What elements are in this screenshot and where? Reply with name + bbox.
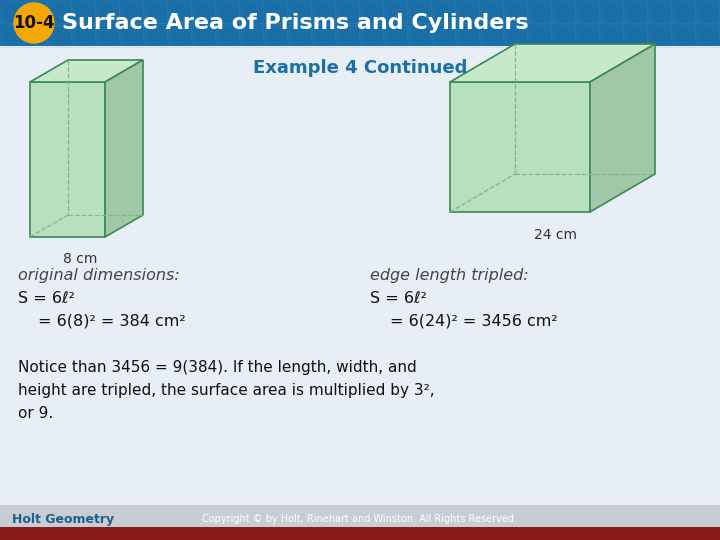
Bar [649,25,671,47]
Text: S = 6ℓ²: S = 6ℓ² [18,291,75,306]
Bar [313,1,335,23]
Bar [49,1,71,23]
Bar [217,25,239,47]
Text: Example 4 Continued: Example 4 Continued [253,59,467,77]
Bar [505,25,527,47]
Bar [1,25,23,47]
Bar [457,1,479,23]
Bar [145,25,167,47]
Polygon shape [30,60,143,82]
Bar [625,25,647,47]
Bar [217,1,239,23]
Polygon shape [30,82,105,237]
Bar [241,1,263,23]
Bar [433,25,455,47]
Bar [601,1,623,23]
Bar [601,25,623,47]
Bar [73,1,95,23]
Bar [673,1,695,23]
Circle shape [14,3,54,43]
Bar [337,25,359,47]
Polygon shape [590,44,655,212]
Text: S = 6ℓ²: S = 6ℓ² [370,291,427,306]
Bar [673,25,695,47]
Bar [289,1,311,23]
Bar [697,1,719,23]
Bar [505,1,527,23]
Bar [289,25,311,47]
Bar [25,25,47,47]
Bar [0,0,720,46]
Bar [97,1,119,23]
Text: original dimensions:: original dimensions: [18,268,180,283]
Text: or 9.: or 9. [18,406,53,421]
Bar [121,1,143,23]
Bar [193,1,215,23]
Bar [529,25,551,47]
Bar [481,25,503,47]
Polygon shape [105,60,143,237]
Text: edge length tripled:: edge length tripled: [370,268,528,283]
Bar [313,25,335,47]
Bar [577,25,599,47]
Text: Copyright © by Holt, Rinehart and Winston. All Rights Reserved.: Copyright © by Holt, Rinehart and Winsto… [202,514,518,524]
Text: Notice than 3456 = 9(384). If the length, width, and: Notice than 3456 = 9(384). If the length… [18,360,417,375]
Bar [553,1,575,23]
Bar [409,1,431,23]
Bar [457,25,479,47]
Bar [49,25,71,47]
Bar [433,1,455,23]
Text: Surface Area of Prisms and Cylinders: Surface Area of Prisms and Cylinders [62,13,528,33]
Bar [0,505,720,540]
Bar [169,25,191,47]
Bar [265,1,287,23]
Bar [193,25,215,47]
Bar [529,1,551,23]
Text: Holt Geometry: Holt Geometry [12,512,114,525]
Bar [145,1,167,23]
Bar [553,25,575,47]
Text: = 6(24)² = 3456 cm²: = 6(24)² = 3456 cm² [390,314,557,329]
Text: = 6(8)² = 384 cm²: = 6(8)² = 384 cm² [38,314,186,329]
Bar [337,1,359,23]
Text: 24 cm: 24 cm [534,228,577,242]
Bar [361,25,383,47]
Polygon shape [450,82,590,212]
Bar [97,25,119,47]
Bar [625,1,647,23]
Text: 8 cm: 8 cm [63,252,97,266]
Bar [169,1,191,23]
Bar [361,1,383,23]
Bar [385,25,407,47]
Bar [73,25,95,47]
Bar [241,25,263,47]
Bar [1,1,23,23]
Bar [0,527,720,540]
Text: height are tripled, the surface area is multiplied by 3²,: height are tripled, the surface area is … [18,383,435,398]
Bar [697,25,719,47]
Bar [649,1,671,23]
Bar [577,1,599,23]
Bar [265,25,287,47]
Polygon shape [450,44,655,82]
Bar [121,25,143,47]
Bar [25,1,47,23]
Bar [409,25,431,47]
Bar [481,1,503,23]
Bar [385,1,407,23]
Text: 10-4: 10-4 [13,14,55,32]
